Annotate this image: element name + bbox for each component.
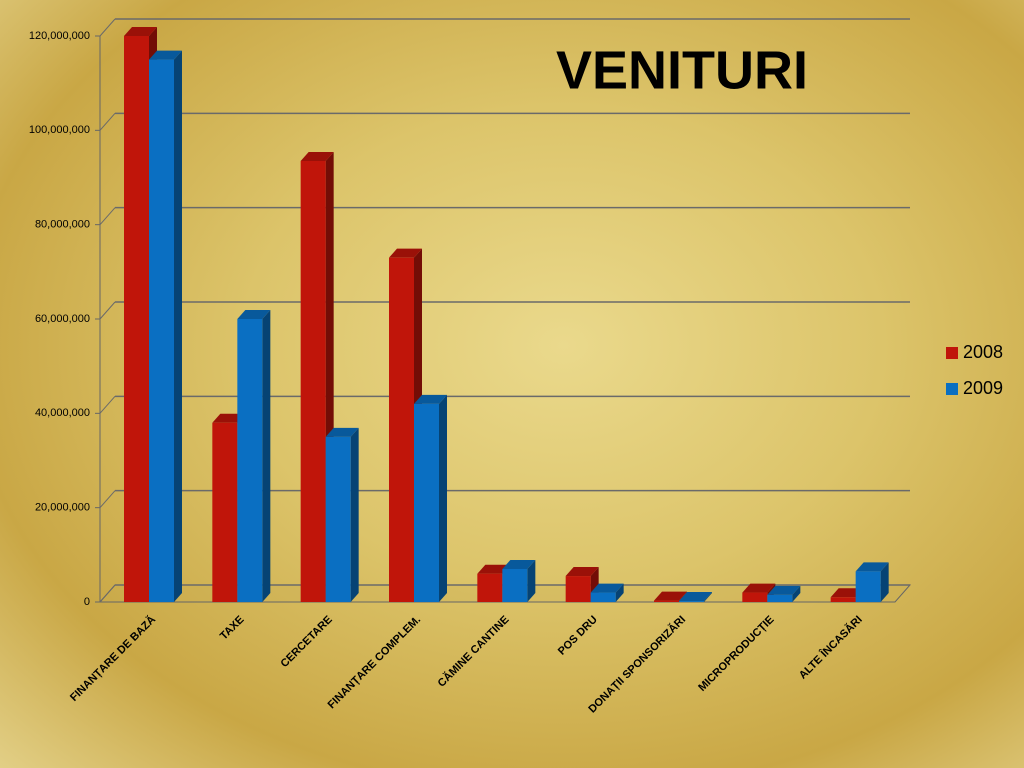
bar [212, 422, 238, 602]
bar-side [527, 559, 536, 602]
grid-line [99, 396, 116, 414]
x-tick-label: ALTE ÎNCASĂRI [796, 613, 865, 682]
bar-top [565, 567, 599, 577]
bar-top [502, 559, 536, 569]
bar [124, 36, 149, 602]
x-tick-label: POS DRU [556, 614, 600, 658]
legend-swatch [946, 383, 958, 395]
x-tick-label: MICROPRODUCȚIE [696, 614, 776, 694]
bar-side [174, 50, 182, 603]
bar-side [350, 427, 359, 602]
bar [830, 597, 856, 602]
bar [237, 319, 263, 602]
bar [679, 601, 704, 602]
legend-label: 2009 [963, 378, 1003, 398]
bar-top [149, 50, 182, 60]
bar-top [855, 562, 889, 572]
bar-top [679, 592, 712, 602]
bar [590, 592, 616, 602]
bar-top [767, 585, 801, 595]
grid-line [99, 490, 116, 508]
bar-top [590, 583, 624, 593]
bar [767, 594, 793, 602]
bar-top [477, 564, 511, 574]
bar-side [262, 310, 271, 602]
bar-top [325, 427, 359, 437]
bar-top [830, 588, 864, 598]
x-tick-label: CERCETARE [279, 614, 335, 670]
bar-top [742, 583, 776, 593]
bar-top [654, 591, 687, 601]
y-tick-label: 60,000,000 [35, 313, 90, 325]
bar-side [615, 583, 624, 602]
bar-top [389, 248, 422, 258]
bar-side [880, 562, 889, 602]
bar-top [212, 413, 246, 423]
bar [855, 571, 881, 602]
y-tick-label: 40,000,000 [35, 407, 90, 419]
x-tick-label: FINANȚARE COMPLEM. [326, 614, 424, 712]
bar [389, 257, 414, 602]
grid-line [99, 301, 116, 320]
y-tick-label: 0 [84, 596, 90, 608]
x-tick-label: TAXE [218, 614, 247, 643]
legend-label: 2008 [963, 342, 1003, 362]
bar [654, 600, 679, 602]
bar-top [300, 151, 334, 161]
bar [477, 573, 503, 602]
x-tick-label: CĂMINE CANTINE [435, 613, 512, 690]
bar [149, 59, 174, 603]
bar-top [237, 310, 271, 319]
bar-side [439, 394, 447, 602]
bar [300, 160, 326, 602]
grid-line [99, 113, 116, 131]
grid-line [99, 584, 116, 603]
chart-title: VENITURI [556, 40, 808, 100]
legend-swatch [946, 347, 958, 359]
bar [742, 592, 768, 602]
bar [325, 436, 351, 602]
x-tick-label: FINANȚARE DE BAZĂ [67, 613, 158, 704]
x-tick-label: DONAȚII SPONSORIZĂRI [586, 613, 689, 716]
bar-top [124, 27, 157, 36]
y-tick-label: 20,000,000 [35, 502, 90, 514]
grid-line [99, 207, 116, 225]
bar-side [704, 592, 712, 602]
bar [414, 403, 439, 602]
bar-top [414, 394, 447, 404]
grid-line [99, 18, 116, 37]
y-tick-label: 80,000,000 [35, 219, 90, 231]
bar [565, 576, 591, 602]
y-tick-label: 100,000,000 [29, 124, 90, 136]
bar-side [792, 585, 801, 602]
y-tick-label: 120,000,000 [29, 30, 90, 42]
bar [502, 568, 528, 602]
